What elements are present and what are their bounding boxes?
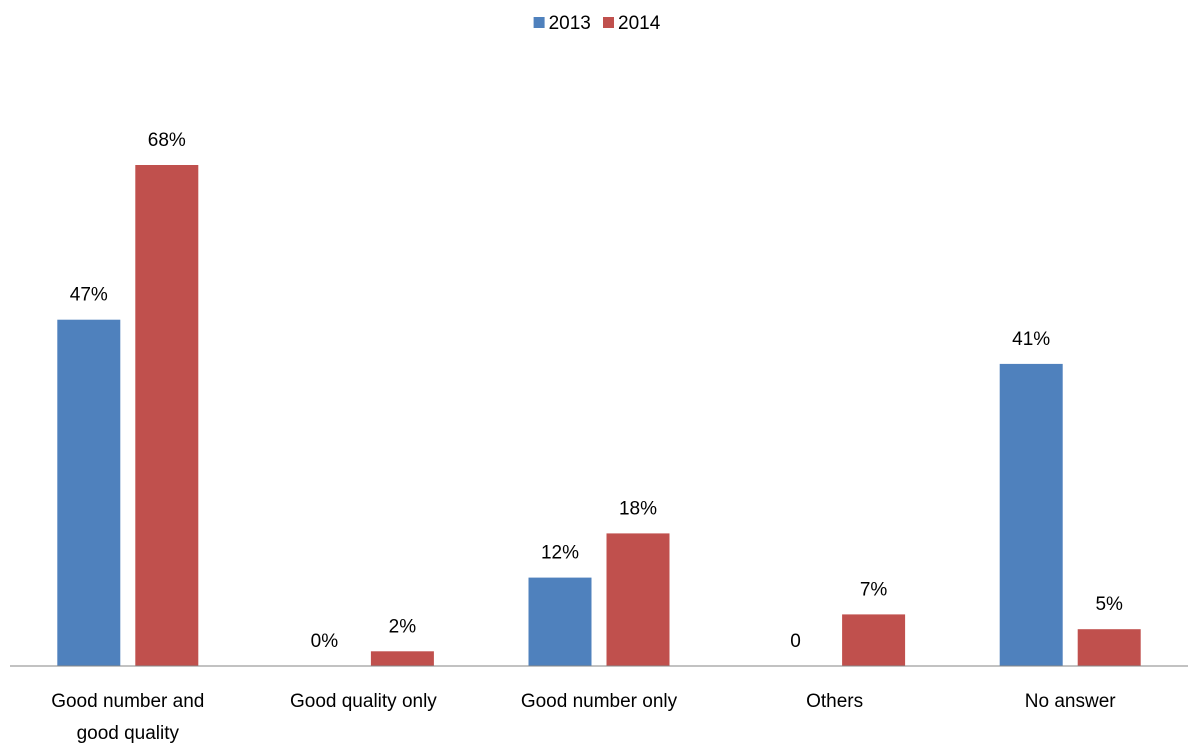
legend-swatch-2013 xyxy=(533,17,545,28)
value-label-2014-0: 68% xyxy=(148,130,186,151)
legend: 2013 2014 xyxy=(533,13,661,34)
bar-2014-1 xyxy=(370,651,434,666)
value-label-2014-4: 5% xyxy=(1095,594,1123,615)
bar-2013-4 xyxy=(999,363,1063,666)
value-label-2013-0: 47% xyxy=(70,285,108,306)
value-label-2013-2: 12% xyxy=(541,543,579,564)
value-labels-group: 47% 68% 0% 2% 12% 18% 0 7% 41% 5% xyxy=(70,130,1123,652)
category-label-0-line-1: good quality xyxy=(77,723,180,744)
value-label-2013-1: 0% xyxy=(311,631,339,652)
category-label-4-line-0: No answer xyxy=(1025,691,1116,712)
bar-2013-2 xyxy=(528,577,592,666)
category-label-1-line-0: Good quality only xyxy=(290,691,437,712)
category-label-2-line-0: Good number only xyxy=(521,691,678,712)
bar-2013-0 xyxy=(57,319,121,666)
legend-swatch-2014 xyxy=(603,17,614,28)
value-label-2014-2: 18% xyxy=(619,498,657,519)
value-label-2014-1: 2% xyxy=(389,616,417,637)
legend-label-2014: 2014 xyxy=(618,13,661,34)
category-label-3-line-0: Others xyxy=(806,691,863,712)
bar-2014-4 xyxy=(1077,629,1141,666)
value-label-2014-3: 7% xyxy=(860,579,888,600)
legend-label-2013: 2013 xyxy=(549,13,591,34)
bar-2014-3 xyxy=(842,614,906,666)
category-labels-group: Good number and good quality Good quality … xyxy=(51,691,1116,744)
bars-group xyxy=(57,165,1141,666)
category-label-0-line-0: Good number and xyxy=(51,691,204,712)
value-label-2013-4: 41% xyxy=(1012,329,1050,350)
bar-2014-0 xyxy=(135,165,199,666)
bar-2014-2 xyxy=(606,533,670,666)
value-label-2013-3: 0 xyxy=(790,631,801,652)
